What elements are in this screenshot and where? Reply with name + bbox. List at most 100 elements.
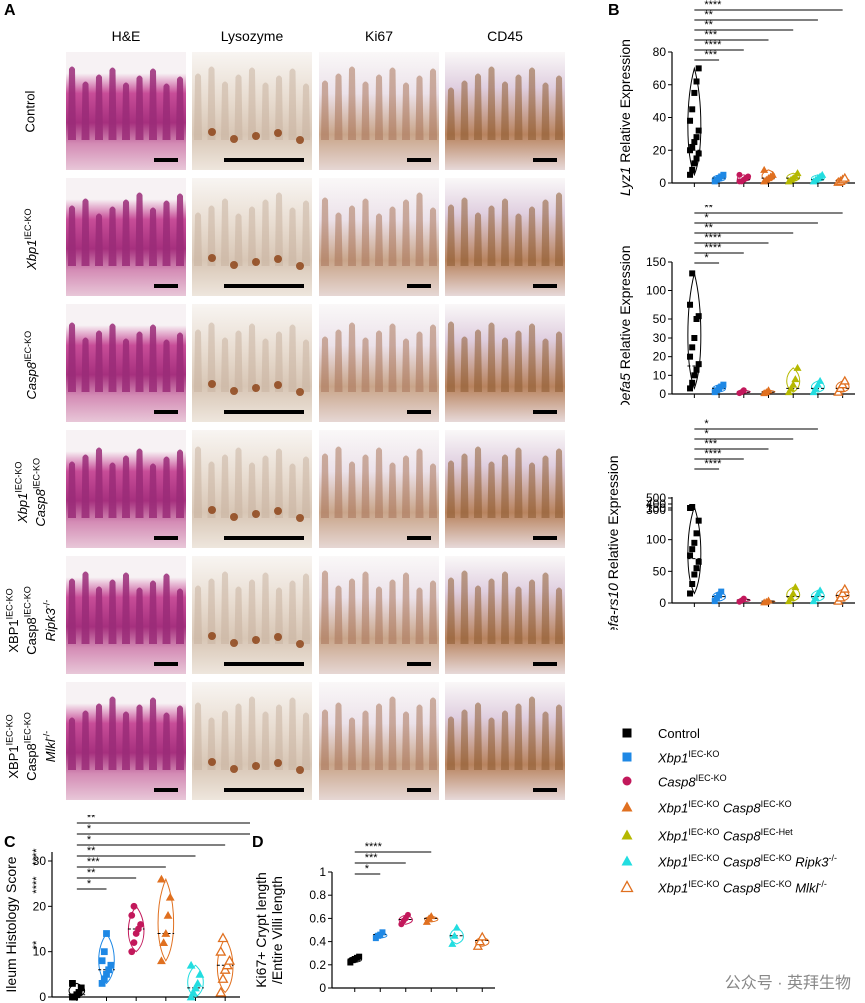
data-point — [793, 169, 802, 177]
violin — [157, 877, 175, 962]
y-tick-label: 400 — [646, 497, 666, 511]
legend-label: Xbp1 — [658, 880, 689, 896]
histology-image-4-4 — [445, 430, 565, 548]
legend-marker-shape — [621, 801, 633, 812]
histology-image-4-1 — [66, 430, 186, 548]
histology-image-grid — [66, 52, 565, 800]
y-tick-label: 0 — [39, 990, 46, 1003]
panel-letter-b: B — [608, 2, 620, 19]
data-point — [157, 874, 166, 883]
scale-bar — [154, 284, 178, 288]
y-tick-label: 0.6 — [309, 911, 326, 925]
data-point — [157, 956, 166, 965]
data-point — [811, 593, 820, 601]
significance-label: * — [704, 428, 709, 440]
data-point — [689, 166, 696, 173]
legend-marker — [621, 855, 633, 866]
legend-item: Casp8IEC-KO — [616, 772, 727, 790]
data-point — [695, 517, 702, 524]
violin — [786, 586, 801, 602]
data-point — [474, 936, 486, 946]
legend-label: Xbp1 — [658, 800, 689, 816]
data-point — [809, 388, 818, 396]
data-point — [195, 969, 205, 978]
y-tick-label: 50 — [653, 312, 667, 326]
significance-label: * — [704, 418, 709, 430]
legend-label-sup: IEC-KO — [760, 852, 792, 863]
data-point — [693, 155, 700, 162]
significance-label: * — [87, 834, 92, 846]
histology-image-3-2 — [192, 304, 312, 422]
data-point — [689, 106, 696, 113]
data-point — [224, 955, 236, 965]
legend-label: Casp8 — [719, 880, 761, 896]
data-point — [839, 375, 850, 385]
violin — [98, 932, 115, 985]
legend-marker-shape — [622, 728, 632, 738]
data-point — [691, 539, 698, 546]
data-point — [691, 571, 698, 578]
data-point — [736, 171, 743, 178]
significance-label: **** — [704, 0, 722, 11]
histology-image-6-1 — [66, 682, 186, 800]
legend-item: Xbp1IEC-KO Casp8IEC-KO — [616, 798, 792, 816]
scale-bar — [154, 410, 178, 414]
legend-label-sup: IEC-KO — [760, 798, 792, 809]
legend-item: Xbp1IEC-KO — [616, 748, 719, 766]
data-point — [695, 127, 702, 134]
violin — [687, 273, 702, 390]
legend-label-sup: IEC-KO — [688, 852, 720, 863]
data-point — [75, 989, 83, 996]
violin — [475, 936, 490, 947]
data-point — [217, 973, 229, 983]
data-point — [130, 939, 138, 946]
y-axis-label: Defa5 Relative Expression — [617, 246, 633, 405]
data-point — [791, 375, 800, 383]
data-point — [687, 353, 694, 360]
legend-label: Casp8 — [658, 774, 696, 790]
significance-label: ** — [704, 205, 713, 214]
data-point — [163, 911, 173, 919]
significance-label: * — [704, 252, 709, 264]
significance-label: *** — [704, 29, 718, 41]
legend-label: Casp8 — [719, 854, 761, 870]
data-point — [695, 65, 702, 72]
data-point — [813, 380, 822, 388]
y-axis-label: Lyz1 Relative Expression — [617, 39, 633, 196]
y-axis-label: Ki67+ Crypt length — [253, 872, 269, 988]
y-tick-label: 20 — [33, 899, 47, 913]
histology-image-1-3 — [319, 52, 439, 170]
y-tick-label: 30 — [653, 331, 667, 345]
scale-bar — [154, 788, 178, 792]
column-heading-he: H&E — [111, 28, 141, 44]
data-point — [188, 988, 198, 996]
data-point — [689, 504, 696, 510]
scale-bar — [224, 662, 304, 666]
data-point — [691, 372, 698, 379]
significance-label: ** — [704, 9, 713, 21]
histology-image-3-1 — [66, 304, 186, 422]
histology-image-2-4 — [445, 178, 565, 296]
data-point — [711, 598, 718, 605]
legend-label: Xbp1 — [658, 750, 689, 766]
scale-bar — [407, 536, 431, 540]
significance-label: ** — [87, 815, 96, 824]
histology-image-1-4 — [445, 52, 565, 170]
significance-label: **** — [704, 232, 722, 244]
legend-label: Mlkl — [791, 880, 819, 896]
y-tick-label: 20 — [653, 350, 667, 364]
scale-bar — [224, 536, 304, 540]
scale-bar — [533, 788, 557, 792]
legend-label-sup: IEC-KO — [688, 878, 720, 889]
violin — [449, 927, 464, 945]
y-tick-label: 0 — [319, 981, 326, 995]
legend-label: Ripk3 — [791, 854, 829, 870]
scale-bar — [533, 662, 557, 666]
histology-image-2-1 — [66, 178, 186, 296]
data-point — [693, 78, 700, 85]
scale-bar — [533, 410, 557, 414]
scale-bar — [407, 410, 431, 414]
data-point — [100, 948, 108, 956]
histology-image-5-1 — [66, 556, 186, 674]
data-point — [689, 546, 696, 553]
